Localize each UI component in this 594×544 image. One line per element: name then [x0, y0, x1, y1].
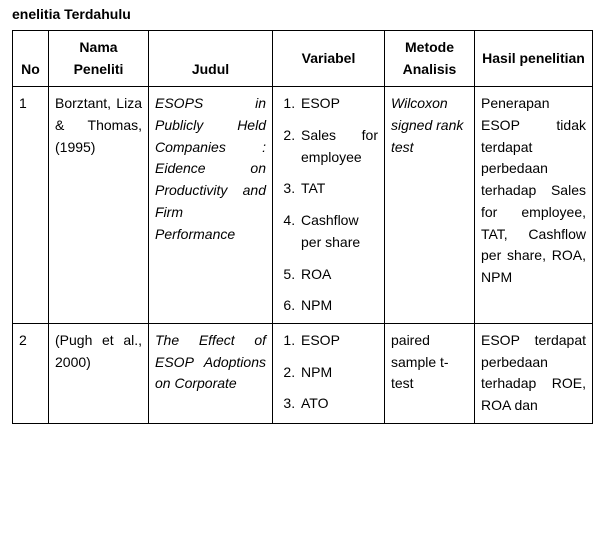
variable-item: NPM	[299, 362, 378, 384]
table-head: No Nama Peneliti Judul Variabel Metode A…	[13, 31, 593, 87]
variable-item: NPM	[299, 295, 378, 317]
variable-item: Cashflow per share	[299, 210, 378, 253]
research-table: No Nama Peneliti Judul Variabel Metode A…	[12, 30, 593, 424]
cell-judul: The Effect of ESOP Adoptions on Corporat…	[149, 323, 273, 423]
variable-list: ESOP NPM ATO	[279, 330, 378, 415]
variable-item: TAT	[299, 178, 378, 200]
variable-item: ESOP	[299, 330, 378, 352]
cell-hasil: ESOP terdapat perbedaan terhadap ROE, RO…	[475, 323, 593, 423]
cell-no: 1	[13, 87, 49, 324]
table-row: 2 (Pugh et al., 2000) The Effect of ESOP…	[13, 323, 593, 423]
col-header-variabel: Variabel	[273, 31, 385, 87]
col-header-nama: Nama Peneliti	[49, 31, 149, 87]
col-header-metode: Metode Analisis	[385, 31, 475, 87]
cell-nama: (Pugh et al., 2000)	[49, 323, 149, 423]
cell-variabel: ESOP NPM ATO	[273, 323, 385, 423]
page-root: enelitia Terdahulu No Nama Peneliti Judu…	[0, 0, 594, 544]
col-header-judul: Judul	[149, 31, 273, 87]
variable-item: ROA	[299, 264, 378, 286]
variable-item: ESOP	[299, 93, 378, 115]
variable-item: ATO	[299, 393, 378, 415]
variable-item: Sales for employee	[299, 125, 378, 168]
cell-hasil: Penerapan ESOP tidak terdapat perbedaan …	[475, 87, 593, 324]
table-row: 1 Borztant, Liza & Thomas, (1995) ESOPS …	[13, 87, 593, 324]
cut-title: enelitia Terdahulu	[0, 6, 594, 30]
table-body: 1 Borztant, Liza & Thomas, (1995) ESOPS …	[13, 87, 593, 423]
cell-metode: Wilcoxon signed rank test	[385, 87, 475, 324]
cell-variabel: ESOP Sales for employee TAT Cashflow per…	[273, 87, 385, 324]
variable-list: ESOP Sales for employee TAT Cashflow per…	[279, 93, 378, 317]
header-row: No Nama Peneliti Judul Variabel Metode A…	[13, 31, 593, 87]
col-header-no: No	[13, 31, 49, 87]
cell-nama: Borztant, Liza & Thomas, (1995)	[49, 87, 149, 324]
cell-no: 2	[13, 323, 49, 423]
cell-judul: ESOPS in Publicly Held Companies : Eiden…	[149, 87, 273, 324]
cell-metode: paired sample t-test	[385, 323, 475, 423]
col-header-hasil: Hasil penelitian	[475, 31, 593, 87]
